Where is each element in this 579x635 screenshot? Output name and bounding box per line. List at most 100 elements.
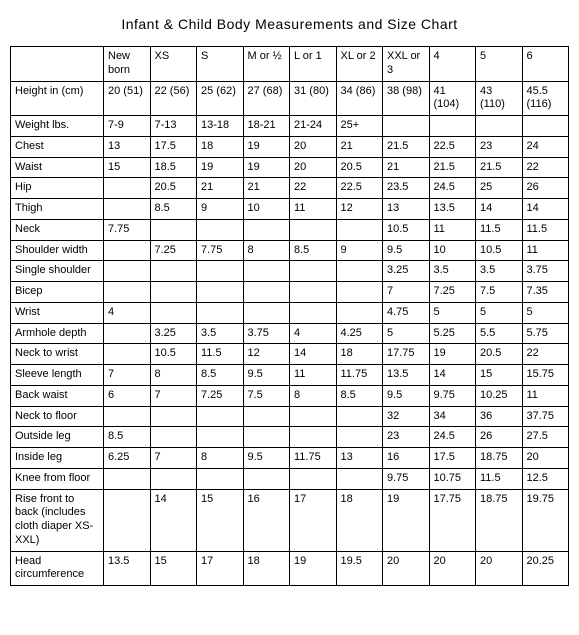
cell: 20: [522, 448, 569, 469]
row-label: Thigh: [11, 199, 104, 220]
cell: 9: [197, 199, 244, 220]
cell: 20: [429, 551, 476, 586]
cell: 20 (51): [104, 81, 151, 116]
cell: 7.25: [429, 282, 476, 303]
table-row: Armhole depth3.253.53.7544.2555.255.55.7…: [11, 323, 569, 344]
row-label: Waist: [11, 157, 104, 178]
cell: 19: [429, 344, 476, 365]
row-label: Weight lbs.: [11, 116, 104, 137]
cell: 7-13: [150, 116, 197, 137]
cell: 9.5: [243, 448, 290, 469]
cell: 5: [522, 302, 569, 323]
row-label: Head circumference: [11, 551, 104, 586]
cell: 26: [522, 178, 569, 199]
cell: 5: [476, 302, 523, 323]
cell: 21: [336, 136, 383, 157]
cell: 17.5: [429, 448, 476, 469]
cell: 20.5: [150, 178, 197, 199]
cell: 11: [522, 240, 569, 261]
table-row: Neck7.7510.51111.511.5: [11, 219, 569, 240]
table-row: Back waist677.257.588.59.59.7510.2511: [11, 385, 569, 406]
cell: 12: [243, 344, 290, 365]
cell: 15: [197, 489, 244, 551]
row-label: Single shoulder: [11, 261, 104, 282]
row-label: Inside leg: [11, 448, 104, 469]
cell: 23: [476, 136, 523, 157]
cell: 7: [150, 448, 197, 469]
row-label: Height in (cm): [11, 81, 104, 116]
cell: 13-18: [197, 116, 244, 137]
cell: 13: [336, 448, 383, 469]
cell: 21-24: [290, 116, 337, 137]
cell: [290, 468, 337, 489]
cell: 14: [476, 199, 523, 220]
cell: 5.25: [429, 323, 476, 344]
cell: 10.75: [429, 468, 476, 489]
cell: 25+: [336, 116, 383, 137]
cell: 5.5: [476, 323, 523, 344]
cell: 20.5: [476, 344, 523, 365]
table-row: Knee from floor9.7510.7511.512.5: [11, 468, 569, 489]
cell: 18.75: [476, 489, 523, 551]
cell: 8: [243, 240, 290, 261]
cell: 18.5: [150, 157, 197, 178]
cell: [336, 219, 383, 240]
cell: 12: [336, 199, 383, 220]
table-row: Hip20.521212222.523.524.52526: [11, 178, 569, 199]
table-row: Neck to wrist10.511.512141817.751920.522: [11, 344, 569, 365]
row-label: Neck: [11, 219, 104, 240]
cell: 3.5: [429, 261, 476, 282]
cell: 10: [243, 199, 290, 220]
cell: 11.5: [522, 219, 569, 240]
cell: [243, 261, 290, 282]
table-row: Head circumference13.51517181919.5202020…: [11, 551, 569, 586]
cell: 8: [197, 448, 244, 469]
table-row: Height in (cm)20 (51)22 (56)25 (62)27 (6…: [11, 81, 569, 116]
cell: 27.5: [522, 427, 569, 448]
table-row: Single shoulder3.253.53.53.75: [11, 261, 569, 282]
cell: 13: [383, 199, 430, 220]
col-header: XS: [150, 47, 197, 82]
cell: [104, 240, 151, 261]
table-row: Bicep77.257.57.35: [11, 282, 569, 303]
size-chart-table: New bornXSSM or ½L or 1XL or 2XXL or 345…: [10, 46, 569, 586]
cell: 5.75: [522, 323, 569, 344]
cell: 3.75: [522, 261, 569, 282]
cell: 26: [476, 427, 523, 448]
cell: 4: [290, 323, 337, 344]
cell: 18-21: [243, 116, 290, 137]
cell: [290, 219, 337, 240]
cell: 11.75: [290, 448, 337, 469]
cell: 22: [522, 157, 569, 178]
cell: 14: [522, 199, 569, 220]
cell: 14: [429, 365, 476, 386]
row-label: Knee from floor: [11, 468, 104, 489]
cell: 15: [104, 157, 151, 178]
cell: [336, 468, 383, 489]
cell: 16: [383, 448, 430, 469]
cell: 37.75: [522, 406, 569, 427]
cell: 11.5: [476, 219, 523, 240]
col-header: L or 1: [290, 47, 337, 82]
cell: 20: [290, 157, 337, 178]
cell: [104, 468, 151, 489]
cell: [104, 261, 151, 282]
cell: 7-9: [104, 116, 151, 137]
cell: 12.5: [522, 468, 569, 489]
cell: 8.5: [150, 199, 197, 220]
cell: [336, 406, 383, 427]
cell: 7.25: [150, 240, 197, 261]
cell: 15: [476, 365, 523, 386]
cell: 13.5: [429, 199, 476, 220]
row-label: Rise front to back (includes cloth diape…: [11, 489, 104, 551]
cell: 19.5: [336, 551, 383, 586]
table-row: Waist1518.519192020.52121.521.522: [11, 157, 569, 178]
cell: 13.5: [383, 365, 430, 386]
cell: 19: [290, 551, 337, 586]
cell: 15: [150, 551, 197, 586]
cell: 10.5: [150, 344, 197, 365]
cell: 24.5: [429, 427, 476, 448]
cell: [290, 427, 337, 448]
row-label: Neck to floor: [11, 406, 104, 427]
cell: [243, 282, 290, 303]
